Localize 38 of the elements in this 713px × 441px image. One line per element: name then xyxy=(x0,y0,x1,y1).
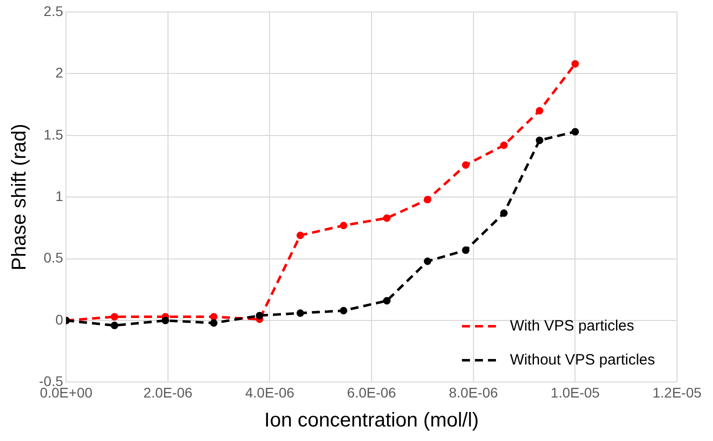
point xyxy=(571,60,579,68)
x-tick-label: 1.0E-05 xyxy=(550,384,600,400)
point xyxy=(500,209,508,217)
x-tick-label: 2.0E-06 xyxy=(143,384,193,400)
point xyxy=(110,322,118,330)
point xyxy=(296,309,304,317)
y-tick-label: 0 xyxy=(55,311,64,328)
point xyxy=(462,246,470,254)
x-tick-label: 4.0E-06 xyxy=(245,384,294,400)
point xyxy=(383,297,391,305)
point xyxy=(340,222,348,230)
y-tick-label: 0.5 xyxy=(44,250,64,266)
x-tick-label: 6.0E-06 xyxy=(347,384,396,400)
legend-label: Without VPS particles xyxy=(510,351,656,368)
x-tick-label: 8.0E-06 xyxy=(448,384,498,400)
point xyxy=(536,136,544,144)
point xyxy=(500,142,508,150)
point xyxy=(110,313,118,321)
y-tick-label: 2.5 xyxy=(44,2,64,19)
point xyxy=(536,106,544,114)
point xyxy=(210,319,218,327)
point xyxy=(462,161,470,169)
point xyxy=(424,196,432,204)
point xyxy=(210,313,218,321)
x-tick-label: 1.2E-05 xyxy=(652,384,702,400)
point xyxy=(296,232,304,240)
point xyxy=(340,306,348,314)
point xyxy=(571,128,579,136)
point xyxy=(162,316,170,324)
point xyxy=(256,312,264,320)
y-tick-label: 1 xyxy=(55,188,64,204)
point xyxy=(424,258,432,266)
y-tick-label: 1.5 xyxy=(44,126,64,142)
y-tick-label: 2 xyxy=(55,64,64,81)
y-axis-title: Phase shift (rad) xyxy=(8,124,31,270)
legend-label: With VPS particles xyxy=(510,317,634,334)
x-axis-title: Ion concentration (mol/l) xyxy=(264,410,479,432)
point xyxy=(383,214,391,222)
